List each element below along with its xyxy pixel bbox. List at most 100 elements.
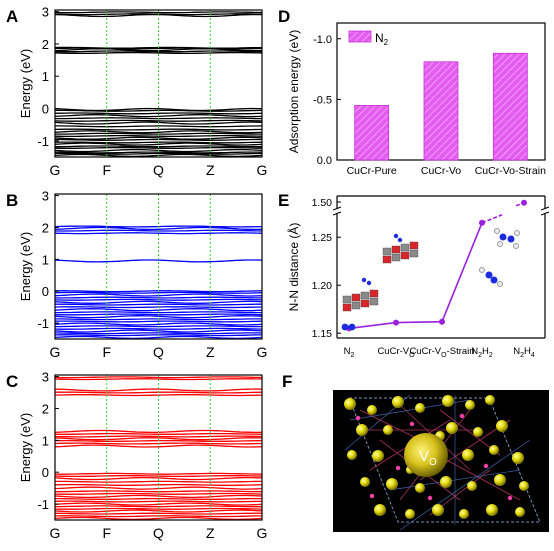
y-tick-label: 0 — [42, 284, 49, 299]
charge-sphere — [486, 504, 498, 516]
plot-frame — [54, 374, 263, 521]
molecule-atom — [397, 237, 403, 243]
band-line — [54, 51, 263, 55]
x-tick-label: Z — [206, 344, 215, 360]
band-line — [54, 119, 263, 122]
panel-label-b: B — [6, 191, 18, 210]
slab-block — [351, 301, 361, 310]
charge-isosurfaces — [344, 395, 529, 519]
band-line — [54, 507, 263, 510]
x-tick-label: G — [50, 344, 61, 360]
molecule-atom — [485, 271, 493, 279]
band-line — [54, 136, 263, 140]
x-tick-label: Q — [153, 525, 164, 541]
charge-sphere — [465, 400, 475, 410]
legend-label: N2 — [375, 31, 389, 47]
y-tick-label: -0.5 — [313, 94, 332, 106]
x-tick-label: G — [257, 162, 268, 178]
x-tick-label: N2H2 — [471, 346, 493, 359]
slab-block — [409, 249, 419, 258]
band-line — [54, 327, 263, 330]
charge-sphere — [442, 395, 454, 407]
y-tick-label: -1.0 — [313, 34, 332, 46]
legend-swatch — [348, 30, 372, 43]
band-line — [54, 476, 263, 481]
band-structure-b: -1 0 1 2 3 G F Q Z G Energy (eV) — [18, 189, 267, 360]
data-point — [521, 199, 527, 206]
x-tick-label: N2H4 — [513, 346, 535, 359]
x-tick-label: N2 — [344, 346, 355, 359]
y-tick-label: 1.25 — [312, 232, 333, 244]
unit-cell-outline — [348, 397, 541, 523]
band-line — [55, 311, 262, 314]
charge-sphere — [360, 477, 370, 487]
charge-sphere — [374, 504, 386, 516]
charge-sphere — [415, 403, 425, 413]
band-line — [54, 437, 263, 441]
plot-frame — [54, 9, 263, 158]
charge-density-image: VO — [333, 390, 549, 532]
charge-sphere — [467, 481, 477, 491]
charge-sphere — [367, 405, 377, 415]
band-line — [54, 134, 263, 138]
slab-block — [360, 299, 370, 308]
charge-sphere — [344, 398, 356, 410]
charge-sphere — [372, 450, 384, 462]
vacancy-label: VO — [419, 448, 437, 468]
charge-sphere — [446, 422, 458, 434]
band-line — [54, 151, 262, 154]
charge-sphere — [405, 509, 415, 519]
y-tick-label: 2 — [42, 220, 49, 235]
x-tick-label: F — [102, 344, 111, 360]
x-tick-label: CuCr-Vo — [421, 165, 461, 177]
axis-break-mark — [540, 206, 550, 211]
charge-sphere — [519, 481, 529, 491]
band-line — [54, 259, 263, 263]
charge-sphere — [432, 504, 444, 516]
slab-block — [369, 289, 379, 298]
molecule-atom-h — [513, 243, 519, 249]
band-line — [55, 303, 262, 306]
molecule-atom-h — [514, 230, 520, 236]
molecule-atom — [366, 280, 372, 286]
band-line — [55, 497, 262, 500]
charge-sphere — [356, 424, 368, 436]
cation-atom — [395, 465, 401, 471]
charge-sphere — [392, 396, 404, 408]
x-tick-label: Q — [153, 162, 164, 178]
band-line — [54, 226, 263, 231]
band-line — [55, 472, 263, 475]
plot-frame — [54, 193, 263, 340]
panel-label-e: E — [278, 191, 289, 210]
band-line — [55, 152, 263, 155]
molecule-atom — [361, 277, 367, 283]
data-point — [393, 319, 399, 326]
charge-sphere — [347, 450, 357, 460]
charge-sphere — [489, 445, 499, 455]
band-line — [54, 335, 263, 340]
band-line — [54, 296, 262, 299]
band-line — [55, 512, 263, 515]
y-axis-label: N-N distance (Å) — [286, 223, 301, 312]
y-tick-label: 0 — [42, 102, 49, 117]
vacancy-sphere — [404, 433, 448, 477]
series-line-broken — [481, 202, 525, 224]
charge-sphere — [512, 452, 524, 464]
slab-block — [342, 295, 352, 304]
charge-sphere — [515, 507, 525, 517]
band-line — [54, 128, 263, 131]
charge-sphere — [462, 449, 474, 461]
band-line — [54, 376, 263, 379]
y-tick-label: 1 — [42, 252, 49, 267]
data-point — [479, 219, 485, 226]
y-tick-label: 1.15 — [312, 328, 333, 340]
charge-sphere — [415, 483, 425, 493]
molecule-atom — [490, 276, 498, 284]
band-line — [54, 315, 263, 319]
band-line — [54, 388, 263, 392]
y-tick-label: -1 — [37, 316, 49, 331]
charge-sphere — [485, 395, 495, 405]
slab-block — [400, 243, 410, 252]
